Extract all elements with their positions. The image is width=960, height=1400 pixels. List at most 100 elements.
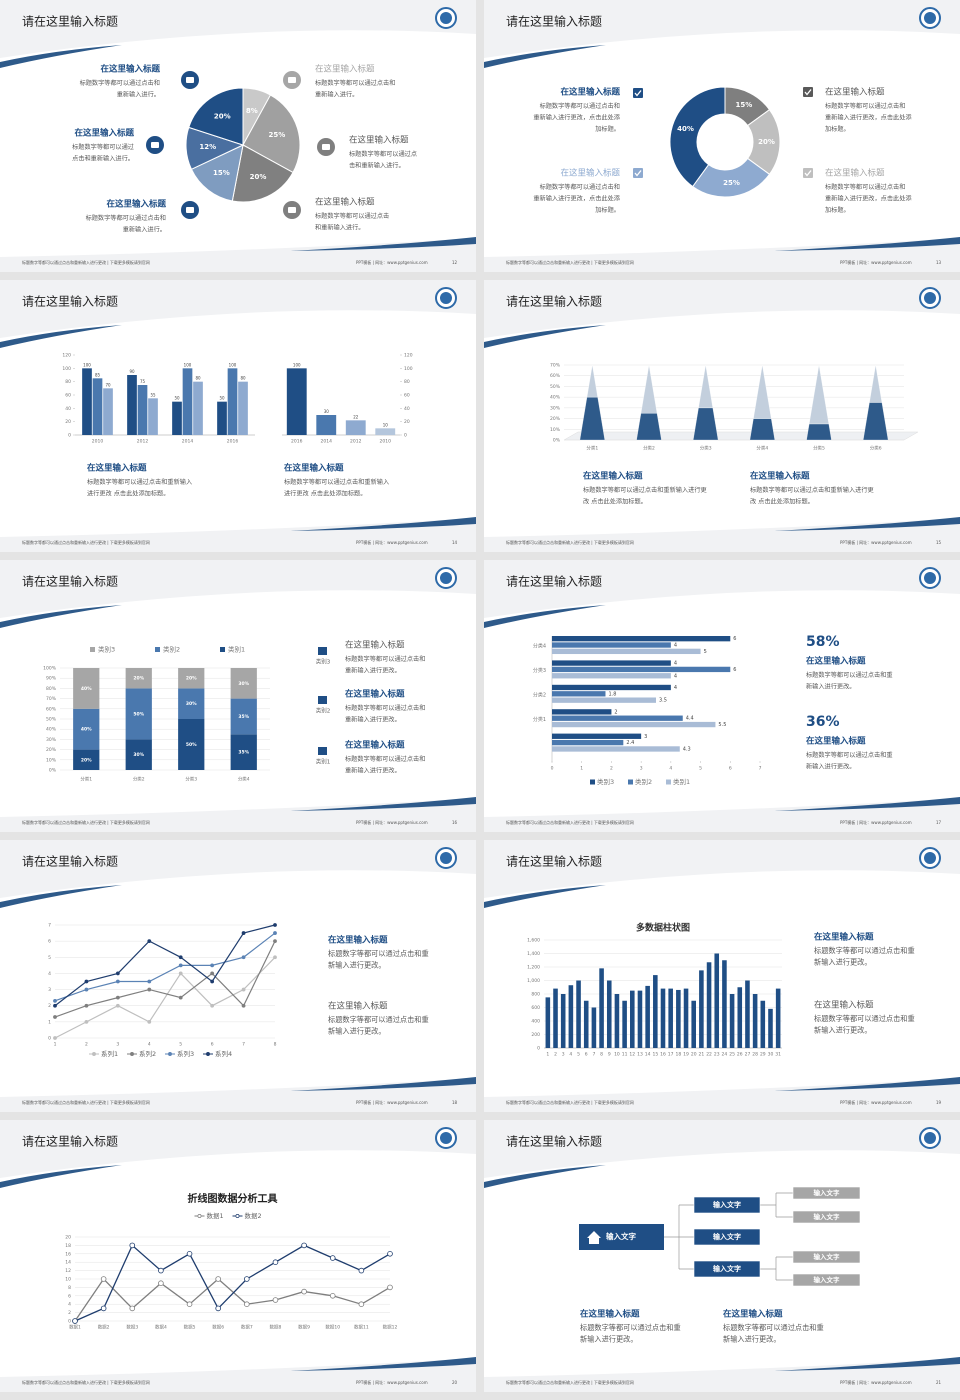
- x-tick-label: 2: [610, 766, 613, 772]
- block-body: 标题数字等都可以通过点击和重: [580, 1323, 681, 1332]
- block-body: 点击和重新输入进行。: [72, 155, 134, 163]
- point: [84, 1003, 89, 1008]
- bar: [706, 962, 712, 1048]
- top-band: [0, 560, 476, 618]
- footer-text: PPT模板 | 网址：www.pptgenius.com: [840, 819, 912, 825]
- x-tick-label: 数据4: [155, 1324, 167, 1331]
- top-band: [484, 0, 960, 58]
- y-tick-label: 60: [65, 393, 71, 399]
- top-band: [0, 0, 476, 58]
- block-body: 进行更改 点击此处添加标题。: [87, 490, 169, 498]
- bar: [227, 368, 238, 435]
- top-band: [484, 560, 960, 618]
- point: [147, 1019, 152, 1024]
- icon-label: 类别1: [316, 758, 331, 766]
- x-tick-label: 分类3: [700, 445, 712, 452]
- swoosh: [774, 237, 960, 251]
- point: [100, 1305, 107, 1312]
- bar: [552, 739, 624, 746]
- value-label: 100: [293, 362, 301, 367]
- x-tick-label: 数据3: [126, 1324, 138, 1331]
- x-tick-label: 1: [546, 1052, 549, 1058]
- block-body: 标题数字等都可以通过点: [349, 150, 417, 158]
- leaf-box-label: 输入文字: [814, 1275, 841, 1284]
- pyramid-segment: [640, 364, 658, 414]
- footer-text: PPT模板 | 网址：www.pptgenius.com: [356, 539, 428, 545]
- y-tick-label: 18: [65, 1243, 71, 1249]
- block-body: 标题数字等都可以通过点击和: [345, 655, 425, 663]
- swoosh: [290, 1077, 476, 1091]
- top-band: [484, 840, 960, 898]
- leaf-box-label: 输入文字: [814, 1212, 841, 1221]
- value-label: 30: [324, 409, 330, 414]
- block-heading: 在这里输入标题: [345, 640, 405, 651]
- block-body: 新输入进行更改。: [806, 683, 856, 691]
- icon-glyph: [288, 207, 296, 213]
- check: [634, 90, 642, 97]
- swoosh: [290, 237, 476, 251]
- block-heading: 在这里输入标题: [806, 736, 866, 747]
- block-heading: 在这里输入标题: [723, 1309, 783, 1320]
- point: [329, 1293, 336, 1299]
- bar: [729, 994, 735, 1048]
- block-heading: 在这里输入标题: [814, 932, 874, 943]
- y-tick-label: 30%: [46, 737, 57, 743]
- block-heading: 在这里输入标题: [750, 471, 810, 482]
- bar-segment: [73, 708, 100, 750]
- y-tick-label: 80: [65, 379, 71, 385]
- y-tick-label: 40%: [550, 395, 561, 401]
- x-tick-label: 数据8: [270, 1324, 282, 1331]
- value-label: 2: [614, 709, 617, 715]
- legend-label: 系列2: [139, 1049, 156, 1058]
- y-tick-label: 0%: [553, 438, 561, 444]
- value-label: 100: [83, 362, 91, 367]
- point: [147, 939, 152, 944]
- slide-title: 请在这里输入标题: [506, 1134, 602, 1149]
- x-tick-label: 22: [706, 1052, 712, 1058]
- block-body: 标题数字等都可以通过点击和重新输入进行更: [583, 486, 707, 494]
- y-tick-label: 分类4: [533, 643, 546, 650]
- x-tick-label: 24: [722, 1052, 728, 1058]
- swoosh: [774, 517, 960, 531]
- point: [301, 1288, 307, 1295]
- pyramid-segment: [753, 364, 772, 419]
- point: [272, 1297, 279, 1303]
- x-tick-label: 3: [562, 1052, 565, 1058]
- x-tick-label: 2016: [227, 439, 239, 445]
- y-tick-label: 120: [404, 353, 413, 359]
- block-heading: 在这里输入标题: [806, 656, 866, 667]
- pyramid-segment: [806, 423, 832, 441]
- block-body: 标题数字等都可以通过点击和: [315, 79, 395, 87]
- bar: [614, 994, 620, 1048]
- value-label: 4: [674, 643, 677, 649]
- value-label: 15%: [213, 169, 230, 177]
- legend-marker: [168, 1052, 172, 1056]
- icon-glyph: [322, 144, 330, 150]
- value-label: 5.5: [718, 722, 726, 728]
- y-tick-label: 14: [65, 1260, 71, 1266]
- bar: [238, 381, 248, 435]
- legend-marker: [92, 1052, 96, 1056]
- y-tick-label: 分类3: [533, 667, 546, 674]
- point: [53, 1015, 57, 1019]
- block-body: 加标题。: [595, 206, 620, 214]
- value-label: 20%: [186, 676, 197, 682]
- y-tick-label: 0: [404, 433, 407, 439]
- y-tick-label: 200: [531, 1032, 540, 1038]
- value-label: 20%: [214, 112, 231, 120]
- point: [178, 971, 183, 976]
- x-tick-label: 16: [660, 1052, 666, 1058]
- value-label: 3: [644, 734, 647, 740]
- point: [358, 1301, 365, 1308]
- block-body: 进行更改 点击此处添加标题。: [284, 490, 366, 498]
- y-tick-label: 4: [68, 1302, 71, 1308]
- block-body: 加标题。: [595, 125, 620, 133]
- legend-label: 类别2: [163, 645, 180, 654]
- x-tick-label: 23: [714, 1052, 720, 1058]
- block-heading: 在这里输入标题: [74, 128, 134, 139]
- x-tick-label: 5: [179, 1042, 182, 1048]
- block-heading: 在这里输入标题: [349, 135, 409, 146]
- bottom-band: [0, 1358, 476, 1392]
- point: [84, 1019, 89, 1024]
